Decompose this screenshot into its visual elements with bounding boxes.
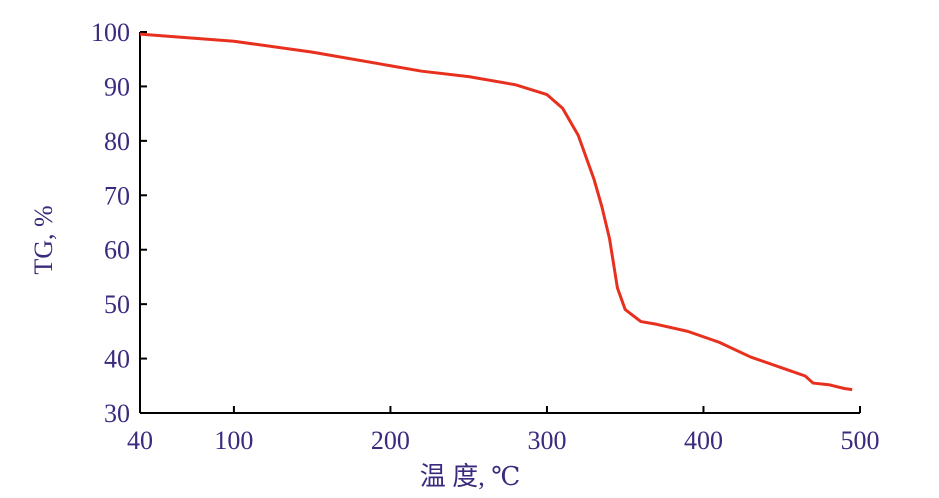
x-axis-label: 温 度, ℃: [420, 462, 521, 491]
x-tick-label: 40: [127, 426, 153, 455]
x-tick-label: 100: [214, 426, 253, 455]
y-axis-label: TG, %: [29, 205, 58, 274]
x-tick-label: 400: [684, 426, 723, 455]
y-tick-label: 80: [104, 127, 130, 156]
y-tick-label: 100: [91, 18, 130, 47]
y-tick-label: 50: [104, 290, 130, 319]
y-tick-label: 30: [104, 399, 130, 428]
x-tick-label: 200: [371, 426, 410, 455]
y-tick-label: 70: [104, 181, 130, 210]
y-tick-label: 40: [104, 345, 130, 374]
x-tick-label: 300: [527, 426, 566, 455]
data-line: [139, 32, 853, 392]
y-tick-label: 90: [104, 72, 130, 101]
x-tick-label: 500: [841, 426, 880, 455]
y-tick-label: 60: [104, 236, 130, 265]
